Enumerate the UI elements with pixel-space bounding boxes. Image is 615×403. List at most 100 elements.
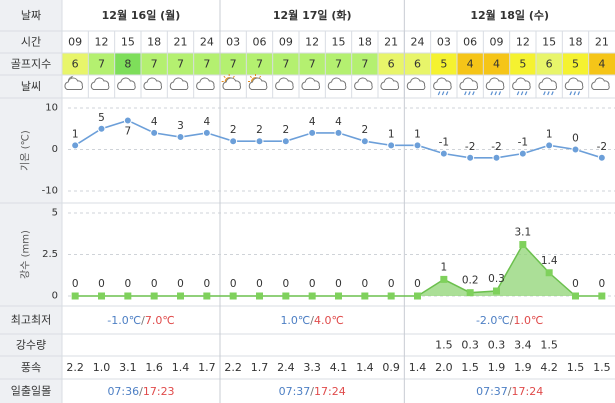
temp-point [255,137,264,146]
cloud-shape [64,77,84,90]
minmax-separator: / [310,314,314,327]
time-label: 09 [279,36,293,49]
golf-index-value: 6 [388,58,395,71]
temp-data-label: 4 [335,116,342,128]
rain-data-label: 0 [282,278,289,290]
rain-point [493,287,500,295]
wind-speed: 2.4 [277,361,295,374]
precip-amount: 1.5 [540,339,558,352]
time-label: 24 [411,36,425,49]
golf-index-value: 4 [493,58,500,71]
cloud-shape [90,77,110,90]
temp-point [71,141,80,150]
temp-data-label: -2 [465,141,475,153]
rain-icon [485,77,505,96]
golf-index-cell [325,53,352,75]
cloud-shape [406,77,426,90]
rain-point [256,292,263,300]
precip-amount: 0.3 [488,339,506,352]
cloudy-icon [354,77,373,90]
label-column [0,0,62,403]
temp-data-label: 1 [388,128,395,140]
wind-speed: 1.5 [593,361,611,374]
temp-data-label: 1 [546,128,553,140]
rain-drop [472,91,475,96]
rain-point [361,292,369,300]
rain-tick-label: 5 [52,208,58,219]
golf-index-value: 4 [598,58,605,71]
rain-point [98,292,105,300]
golf-index-cell [299,53,326,75]
cloud-shape [591,77,610,90]
time-label: 21 [595,36,609,49]
minmax-separator: / [510,314,514,327]
rain-drop [494,91,498,96]
sunset-time: 17:24 [512,385,544,398]
rain-data-label: 0 [124,278,131,290]
rain-data-label: 0 [98,278,105,290]
temp-point [308,128,317,137]
cloudy-icon [591,77,610,90]
golf-index-value: 5 [440,58,447,71]
golf-index-value: 7 [335,58,342,71]
partly-sunny-icon [221,74,242,90]
wind-speed: 1.7 [198,361,216,374]
wind-speed: 1.4 [356,361,374,374]
wind-speed: 3.3 [303,361,321,374]
golf-index-cell [220,53,247,75]
cloudy-icon [406,77,426,90]
max-temp: 7.0℃ [145,314,175,327]
time-label: 06 [463,36,477,49]
sunrise-time: 07:36 [107,385,139,398]
time-label: 21 [384,36,398,49]
wind-speed: 2.2 [224,361,242,374]
temp-data-label: 7 [124,125,131,137]
min-temp: -1.0℃ [107,314,141,327]
row-label-minmax: 최고최저 [11,314,51,327]
temp-point [466,153,475,162]
partly-cloudy-night-icon [64,75,84,90]
wind-speed: 0.9 [382,361,400,374]
golf-index-cell [141,53,168,75]
sun-ray [223,75,226,78]
golf-index-cell [88,53,115,75]
wind-speed: 1.9 [488,361,506,374]
cloud-shape [222,77,242,90]
golf-index-value: 7 [256,58,263,71]
cloudy-icon [143,77,163,90]
rain-data-label: 0 [361,278,368,290]
temp-data-label: 4 [151,116,158,128]
wind-speed: 1.5 [461,361,479,374]
time-label: 06 [253,36,267,49]
temp-point [571,145,580,154]
cloudy-icon [196,77,215,90]
rain-data-label: 1.4 [541,255,558,267]
temp-data-label: 2 [361,124,368,136]
sunset-time: 17:24 [314,385,346,398]
wind-speed: 1.0 [93,361,111,374]
rain-point [124,292,132,300]
golf-index-cell [536,53,563,75]
wind-speed: 3.1 [119,361,137,374]
rain-drop [551,91,554,96]
temp-point [413,141,422,150]
cloud-shape [169,77,189,90]
sun-ray [249,75,252,78]
rain-tick-label: 2.5 [42,249,58,260]
wind-speed: 2.2 [66,361,84,374]
sunrise-time: 07:37 [279,385,311,398]
temp-data-label: 2 [282,124,289,136]
row-label-weather: 날씨 [21,80,41,93]
rain-point [308,292,316,300]
rain-drop [437,91,441,96]
temp-data-label: 1 [414,128,421,140]
rain-drop [577,91,581,96]
rain-point [440,275,448,283]
cloud-shape [538,77,558,90]
rain-drop [441,91,445,96]
precip-amount: 1.5 [435,339,453,352]
rain-point [335,292,342,300]
rain-data-label: 0.2 [462,275,479,287]
golf-index-value: 5 [572,58,579,71]
minmax-value: -1.0℃/7.0℃ [107,314,174,327]
